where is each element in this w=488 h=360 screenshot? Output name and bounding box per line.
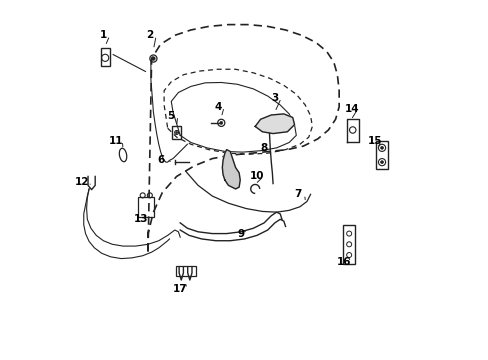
Text: 17: 17 [173,284,187,294]
Bar [342,225,354,264]
Bar [172,126,181,139]
Polygon shape [255,114,294,134]
Text: 9: 9 [237,229,244,239]
Text: 14: 14 [344,104,358,113]
Text: 2: 2 [146,30,153,40]
Bar [175,266,195,276]
Text: 12: 12 [75,177,89,187]
Text: 4: 4 [214,102,221,112]
Circle shape [151,57,155,60]
Text: 1: 1 [100,30,107,40]
Text: 16: 16 [337,257,351,267]
Bar [375,141,387,168]
Text: 10: 10 [249,171,264,181]
Bar [101,48,110,66]
Text: 6: 6 [157,156,164,165]
Text: 5: 5 [167,111,175,121]
Text: 11: 11 [108,136,123,146]
Text: 3: 3 [271,93,278,103]
Text: 13: 13 [133,214,148,224]
Text: 8: 8 [260,143,267,153]
Text: 7: 7 [294,189,301,199]
Circle shape [380,147,383,149]
Circle shape [175,132,177,134]
Polygon shape [222,150,240,189]
Circle shape [220,121,222,124]
Text: 15: 15 [367,136,381,146]
Circle shape [380,161,383,163]
Bar [138,197,154,217]
